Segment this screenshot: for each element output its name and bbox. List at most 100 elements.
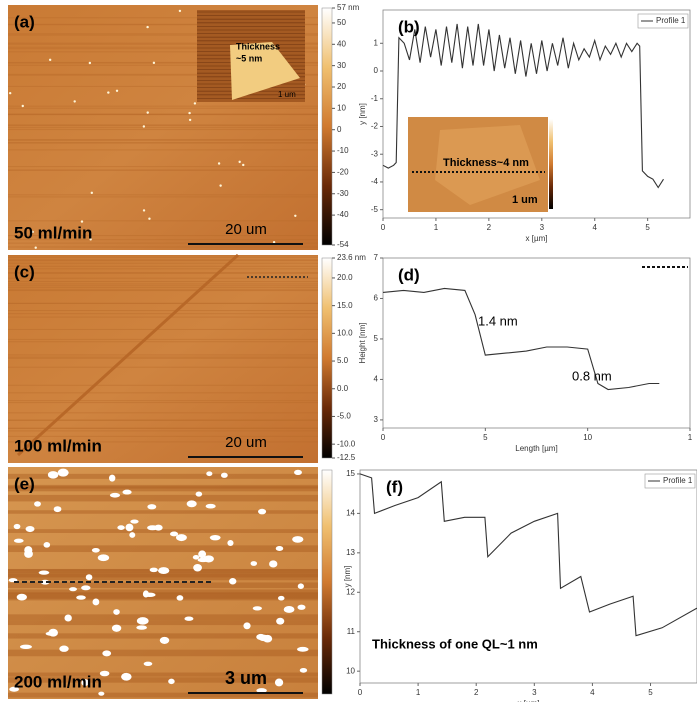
island xyxy=(276,546,283,551)
island xyxy=(221,473,228,478)
island xyxy=(48,471,58,478)
island xyxy=(26,526,35,532)
y-tick-label: 12 xyxy=(346,587,355,596)
legend-label: Profile 1 xyxy=(663,476,693,485)
y-tick-label: 7 xyxy=(374,253,379,262)
island xyxy=(58,469,69,477)
streak xyxy=(8,194,318,195)
streak xyxy=(8,341,318,342)
panel-label: (a) xyxy=(14,12,35,31)
figure: (a)50 ml/min20 umThickness~5 nm1 um57 nm… xyxy=(0,0,697,702)
y-tick-label: -2 xyxy=(371,122,379,131)
island xyxy=(275,679,283,687)
particle xyxy=(91,192,93,194)
streak xyxy=(8,412,318,413)
x-tick-label: 4 xyxy=(590,688,595,697)
island xyxy=(198,558,209,562)
streak xyxy=(8,166,318,167)
flow-rate: 200 ml/min xyxy=(14,672,102,691)
particle xyxy=(49,59,51,61)
island xyxy=(278,596,285,601)
panel-label: (f) xyxy=(386,477,403,496)
colorbar-tick-label: 20.0 xyxy=(337,273,353,282)
colorbar-tick-label: -20 xyxy=(337,168,349,177)
streak xyxy=(8,273,318,274)
island xyxy=(158,567,169,574)
streak xyxy=(8,357,318,358)
streak xyxy=(8,486,318,488)
inset-text: Thickness~4 nm xyxy=(443,157,529,169)
x-tick-label: 4 xyxy=(592,223,597,232)
island xyxy=(292,536,303,543)
streak xyxy=(8,278,318,279)
y-axis-label: Height [nm] xyxy=(358,323,367,364)
streak xyxy=(8,285,318,286)
streak xyxy=(8,246,318,247)
island xyxy=(110,493,120,498)
island xyxy=(121,673,132,681)
island xyxy=(24,546,32,554)
island xyxy=(206,504,216,509)
streak xyxy=(8,545,318,552)
island xyxy=(34,501,41,506)
island xyxy=(147,525,158,530)
island xyxy=(14,539,24,543)
streak xyxy=(8,310,318,311)
island xyxy=(297,605,305,610)
x-tick-label: 2 xyxy=(487,223,492,232)
particle xyxy=(218,162,220,164)
streak xyxy=(8,621,318,625)
streak xyxy=(8,106,318,107)
particle xyxy=(73,100,75,102)
streak xyxy=(8,129,318,130)
island xyxy=(269,560,277,567)
streak xyxy=(8,170,318,171)
x-axis-label: Length [µm] xyxy=(515,444,557,453)
y-tick-label: 1 xyxy=(374,38,379,47)
streak xyxy=(8,127,318,128)
streak xyxy=(8,268,318,269)
island xyxy=(253,606,262,610)
annotation: 0.8 nm xyxy=(572,368,612,383)
streak xyxy=(8,495,318,501)
streak xyxy=(8,593,318,600)
colorbar-tick-label: -40 xyxy=(337,210,349,219)
island xyxy=(98,692,104,696)
island xyxy=(298,583,304,589)
y-tick-label: 14 xyxy=(346,508,355,517)
island xyxy=(109,475,115,482)
inset-scale-label: 1 um xyxy=(512,194,538,206)
island xyxy=(294,470,302,475)
annotation: Thickness of one QL~1 nm xyxy=(372,636,538,651)
streak xyxy=(8,266,318,267)
x-tick-label: 2 xyxy=(474,688,479,697)
island xyxy=(93,599,100,606)
streak xyxy=(8,290,318,291)
streak xyxy=(8,358,318,359)
island xyxy=(122,490,131,495)
inset-scale-label: 1 um xyxy=(278,90,296,99)
island xyxy=(112,625,121,632)
particle xyxy=(189,119,191,121)
island xyxy=(227,540,233,546)
plot-area xyxy=(383,258,690,428)
inset-text: Thickness xyxy=(236,41,280,51)
particle xyxy=(9,92,11,94)
particle xyxy=(194,102,196,104)
island xyxy=(76,595,86,599)
colorbar-tick-label: -30 xyxy=(337,189,349,198)
streak xyxy=(8,339,318,340)
colorbar-tick-label: 50 xyxy=(337,18,346,27)
island xyxy=(251,561,258,566)
particle xyxy=(143,125,145,127)
colorbar-tick-label: -5.0 xyxy=(337,412,351,421)
island xyxy=(69,587,77,591)
panel-label: (c) xyxy=(14,262,35,281)
panel-label: (b) xyxy=(398,17,420,36)
streak xyxy=(8,287,318,288)
streak xyxy=(8,114,318,115)
scale-bar-label: 20 um xyxy=(225,221,267,238)
island xyxy=(243,622,250,629)
island xyxy=(44,542,51,548)
streak xyxy=(8,402,318,403)
